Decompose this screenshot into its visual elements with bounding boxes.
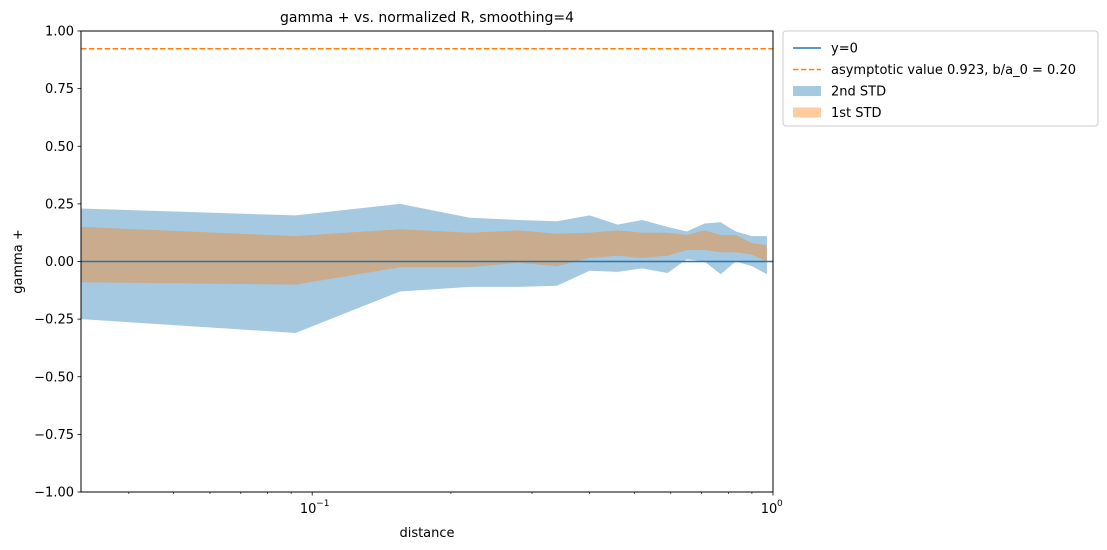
y-axis-ticks: −1.00 −0.75 −0.50 −0.25 0.00 0.25 0.50 0.75 1.00 (34, 25, 81, 501)
legend-swatch-band (793, 107, 821, 118)
legend-label: asymptotic value 0.923, b/a_0 = 0.20 (831, 63, 1076, 78)
x-tick-label: 10 (300, 502, 317, 517)
y-tick-label: 0.50 (45, 140, 74, 155)
legend-swatch-band (793, 86, 821, 96)
x-tick-exponent: 0 (777, 499, 783, 509)
y-tick-label: −0.50 (34, 370, 74, 385)
x-axis-ticks: 10 −1 10 0 (128, 492, 783, 517)
std-bands (81, 203, 767, 333)
legend: y=0 asymptotic value 0.923, b/a_0 = 0.20 2… (782, 30, 1099, 127)
y-tick-label: −1.00 (34, 486, 74, 501)
legend-label: y=0 (831, 42, 858, 57)
legend-label: 2nd STD (831, 85, 886, 100)
band-2nd-std (81, 203, 767, 333)
y-tick-label: 1.00 (45, 25, 74, 40)
legend-label: 1st STD (831, 106, 881, 121)
y-tick-label: 0.25 (45, 197, 74, 212)
y-tick-label: −0.25 (34, 313, 74, 328)
x-tick-exponent: −1 (316, 499, 329, 509)
reference-lines (81, 47, 773, 263)
band-1st-std (81, 226, 767, 285)
x-axis-label: distance (399, 526, 454, 541)
x-tick-label: 10 (761, 502, 778, 517)
y-tick-label: 0.00 (45, 255, 74, 270)
legend-box (782, 30, 1099, 127)
chart-title: gamma + vs. normalized R, smoothing=4 (280, 10, 574, 26)
y-tick-label: −0.75 (34, 428, 74, 443)
y-axis-label: gamma + (11, 229, 26, 294)
y-tick-label: 0.75 (45, 82, 74, 97)
